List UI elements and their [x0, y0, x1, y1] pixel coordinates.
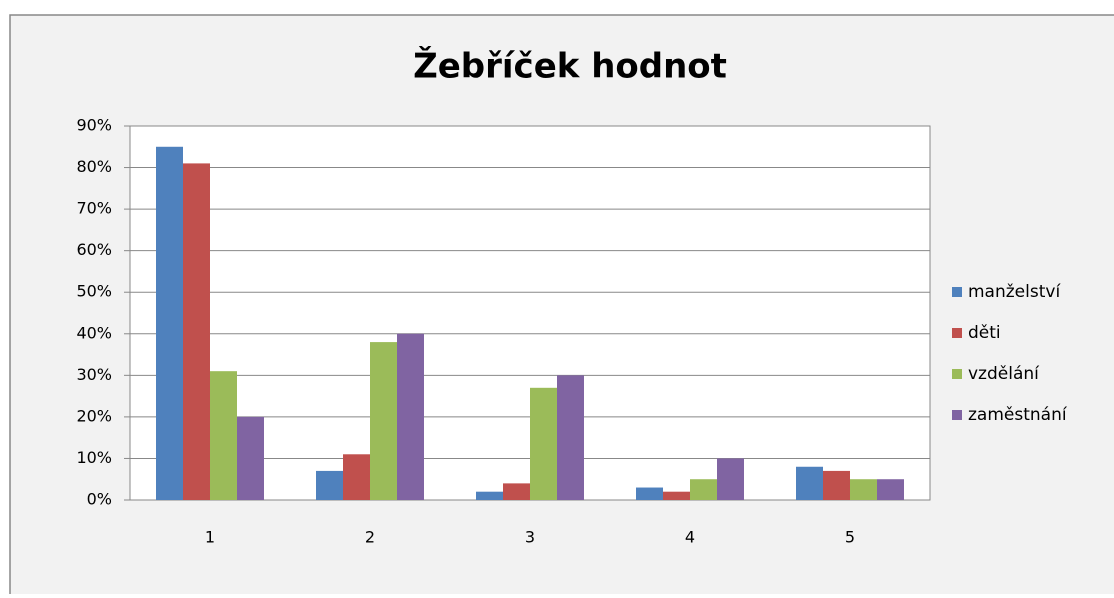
y-tick-label: 10%: [76, 448, 112, 467]
y-tick-label: 70%: [76, 199, 112, 218]
y-tick-label: 90%: [76, 116, 112, 135]
bar: [663, 491, 690, 500]
x-tick-label: 1: [205, 528, 215, 547]
bar: [796, 466, 823, 500]
bar: [316, 470, 343, 500]
x-tick-label: 2: [365, 528, 375, 547]
bar: [503, 483, 530, 500]
bar: [530, 387, 557, 500]
legend-label: manželství: [968, 282, 1061, 302]
bar: [237, 416, 264, 500]
y-tick-label: 30%: [76, 365, 112, 384]
bar: [156, 146, 183, 500]
y-tick-label: 60%: [76, 240, 112, 259]
legend-swatch: [952, 410, 962, 420]
legend-label: zaměstnání: [968, 405, 1068, 425]
legend-swatch: [952, 369, 962, 379]
chart-title: Žebříček hodnot: [413, 46, 727, 87]
y-tick-label: 20%: [76, 406, 112, 425]
bar: [397, 333, 424, 500]
y-tick-label: 40%: [76, 323, 112, 342]
bar: [183, 163, 210, 500]
bar: [557, 375, 584, 500]
x-tick-label: 3: [525, 528, 535, 547]
legend-swatch: [952, 328, 962, 338]
legend-swatch: [952, 287, 962, 297]
bar: [690, 479, 717, 500]
bar: [210, 371, 237, 500]
x-tick-label: 5: [845, 528, 855, 547]
bar: [343, 454, 370, 500]
bar: [850, 479, 877, 500]
legend-label: děti: [968, 323, 1001, 343]
y-tick-label: 0%: [87, 490, 112, 509]
bar: [877, 479, 904, 500]
y-tick-label: 50%: [76, 282, 112, 301]
x-tick-label: 4: [685, 528, 695, 547]
bar: [476, 491, 503, 500]
y-tick-label: 80%: [76, 157, 112, 176]
legend-label: vzdělání: [968, 364, 1040, 384]
bar: [636, 487, 663, 500]
bar: [717, 458, 744, 500]
bar: [823, 470, 850, 500]
bar: [370, 342, 397, 500]
